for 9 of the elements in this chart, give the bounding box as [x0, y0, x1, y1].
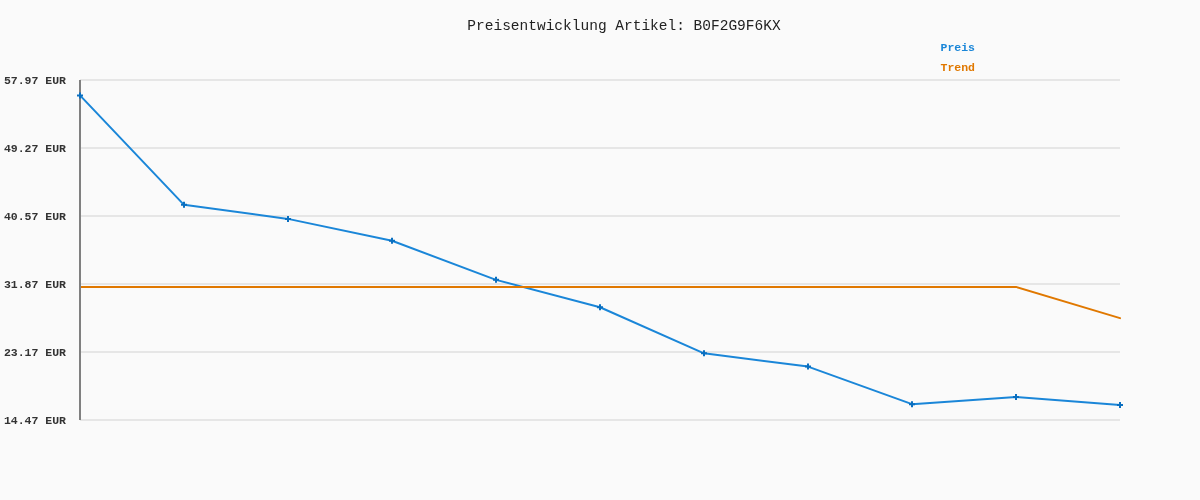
y-tick-label: 57.97 EUR: [3, 74, 67, 88]
y-tick-label: 23.17 EUR: [3, 346, 67, 360]
text: Trend: [940, 60, 975, 76]
y-tick-label: 40.57 EUR: [3, 210, 67, 224]
text: Preis: [940, 40, 975, 56]
chart-title: Preisentwicklung Artikel: B0F2G9F6KX: [466, 18, 782, 34]
y-tick-label: 49.27 EUR: [3, 142, 67, 156]
y-tick-label: 31.87 EUR: [3, 278, 67, 292]
y-tick-label: 14.47 EUR: [3, 414, 67, 428]
